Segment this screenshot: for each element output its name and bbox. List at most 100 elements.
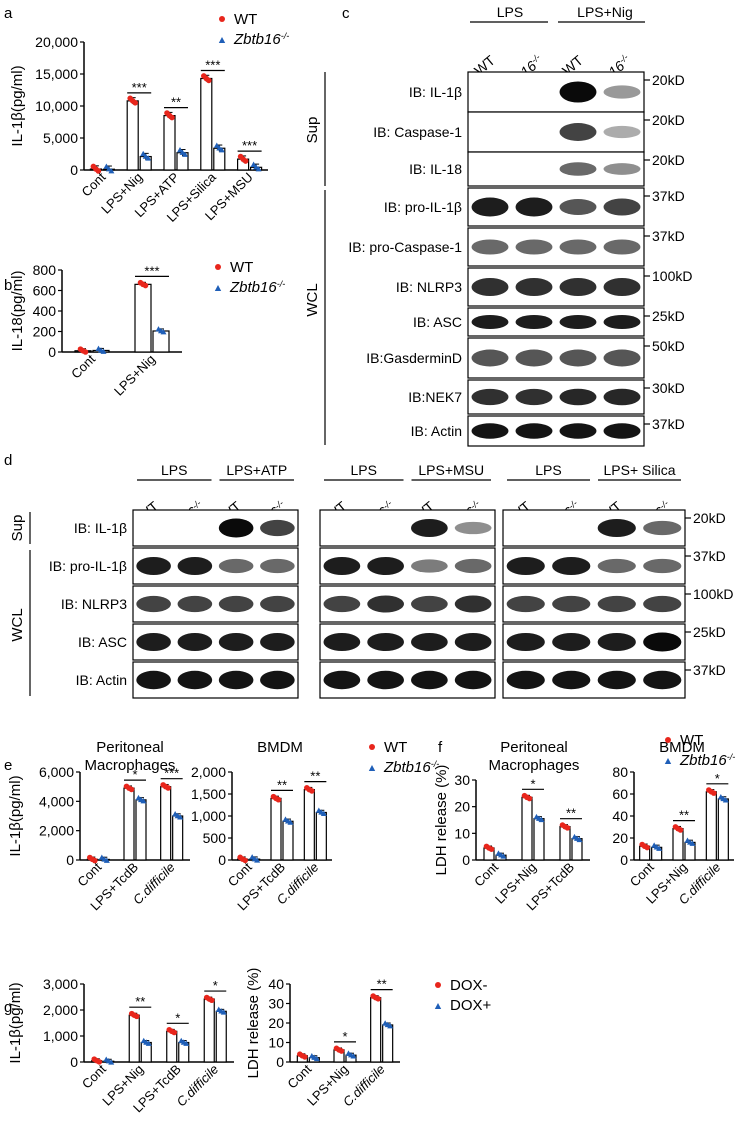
legend-marker-ko bbox=[368, 765, 376, 771]
blot-band bbox=[218, 632, 254, 652]
bar bbox=[559, 826, 571, 861]
blot-band bbox=[643, 632, 682, 652]
legend-marker-dox-neg bbox=[435, 982, 441, 988]
blot-band bbox=[559, 239, 597, 255]
data-point bbox=[687, 839, 693, 845]
blot-label: IB: Actin bbox=[411, 423, 462, 439]
blot-band bbox=[177, 556, 213, 576]
data-point bbox=[162, 783, 169, 790]
legend-marker-wt bbox=[665, 737, 671, 743]
blot-band bbox=[515, 314, 553, 330]
data-point bbox=[251, 855, 258, 862]
data-point bbox=[574, 835, 580, 841]
bar bbox=[123, 787, 135, 861]
blot-band bbox=[559, 81, 597, 103]
data-point bbox=[253, 164, 260, 170]
legend-b: WT Zbtb16-/- bbox=[214, 259, 285, 296]
blot-band bbox=[177, 670, 213, 690]
data-point bbox=[89, 856, 96, 863]
kd-label: 37kD bbox=[652, 228, 685, 244]
blot-band bbox=[260, 519, 295, 537]
panel-letter-d: d bbox=[4, 452, 12, 469]
blot-band bbox=[367, 670, 404, 690]
data-point bbox=[143, 1039, 150, 1045]
chart-title: BMDM bbox=[659, 739, 705, 756]
blot-band bbox=[603, 163, 641, 175]
panel-letter-b: b bbox=[4, 277, 12, 294]
blot-band bbox=[506, 670, 545, 690]
category-label: C.difficile bbox=[173, 1062, 221, 1110]
bar bbox=[533, 818, 545, 861]
significance-label: ** bbox=[566, 806, 576, 821]
section-label: WCL bbox=[9, 608, 26, 641]
data-point bbox=[641, 843, 648, 850]
category-label: Cont bbox=[627, 859, 657, 889]
y-tick-label: 6,000 bbox=[39, 764, 74, 780]
chart-e2: 05001,0001,5002,000Cont**LPS+TcdB**C.dif… bbox=[191, 739, 332, 913]
y-tick-label: 10 bbox=[268, 1035, 284, 1051]
blot-band bbox=[136, 595, 171, 613]
panel-letter-c: c bbox=[342, 5, 350, 22]
data-point bbox=[105, 166, 112, 172]
data-point bbox=[213, 142, 220, 148]
kd-label: 20kD bbox=[652, 72, 685, 88]
blot-band bbox=[260, 670, 295, 690]
group-label: LPS bbox=[161, 462, 187, 478]
bar bbox=[163, 114, 176, 171]
data-point bbox=[140, 281, 146, 288]
y-tick-label: 2,000 bbox=[39, 823, 74, 839]
y-tick-label: 200 bbox=[33, 324, 57, 340]
blot-label: IB: pro-IL-1β bbox=[49, 558, 127, 574]
kd-label: 30kD bbox=[652, 380, 685, 396]
data-point bbox=[498, 852, 504, 858]
significance-label: ** bbox=[171, 95, 181, 110]
legend-label-ko: Zbtb16-/- bbox=[383, 759, 439, 776]
data-point bbox=[101, 856, 108, 862]
legend-marker-ko bbox=[214, 285, 222, 291]
blot-band bbox=[367, 556, 404, 576]
blot-band bbox=[471, 388, 509, 406]
y-tick-label: 20 bbox=[612, 830, 628, 846]
chart-title: BMDM bbox=[257, 739, 303, 756]
y-tick-label: 0 bbox=[66, 852, 74, 868]
y-tick-label: 40 bbox=[268, 976, 284, 992]
y-tick-label: 20,000 bbox=[35, 34, 78, 50]
bar bbox=[717, 798, 729, 861]
y-tick-label: 0 bbox=[48, 344, 56, 360]
significance-label: * bbox=[132, 767, 137, 782]
legend-label-ko: Zbtb16-/- bbox=[229, 279, 285, 296]
blot-band bbox=[603, 239, 641, 255]
significance-label: *** bbox=[132, 80, 147, 95]
y-tick-label: 2,000 bbox=[43, 1002, 78, 1018]
kd-label: 20kD bbox=[652, 152, 685, 168]
blot-band bbox=[559, 314, 597, 330]
bar bbox=[315, 811, 327, 861]
blot-label: IB:GasderminD bbox=[366, 350, 462, 366]
kd-label: 20kD bbox=[693, 510, 726, 526]
y-axis-label: LDH release (%) bbox=[433, 765, 450, 876]
blot-band bbox=[643, 595, 682, 613]
group-label: LPS+Nig bbox=[577, 4, 633, 20]
blot-band bbox=[411, 559, 448, 573]
bar bbox=[166, 1030, 178, 1063]
kd-label: 37kD bbox=[693, 548, 726, 564]
blot-band bbox=[218, 595, 254, 613]
legend-label-wt: WT bbox=[230, 259, 253, 276]
data-point bbox=[653, 844, 660, 850]
blot-band bbox=[454, 521, 492, 535]
data-point bbox=[720, 795, 727, 802]
blot-band bbox=[559, 423, 597, 439]
blot-band bbox=[603, 277, 641, 297]
kd-label: 100kD bbox=[693, 586, 733, 602]
data-point bbox=[318, 809, 325, 815]
data-point bbox=[103, 163, 110, 169]
data-point bbox=[240, 156, 246, 162]
chart-g1: 01,0002,0003,000IL-1β(pg/ml)Cont**LPS+Ni… bbox=[7, 976, 234, 1115]
bar bbox=[382, 1024, 394, 1063]
bar bbox=[200, 77, 213, 171]
blot-band bbox=[177, 595, 213, 613]
data-point bbox=[177, 146, 183, 153]
blot-label: IB: pro-IL-1β bbox=[384, 199, 462, 215]
blot-band bbox=[260, 558, 295, 574]
